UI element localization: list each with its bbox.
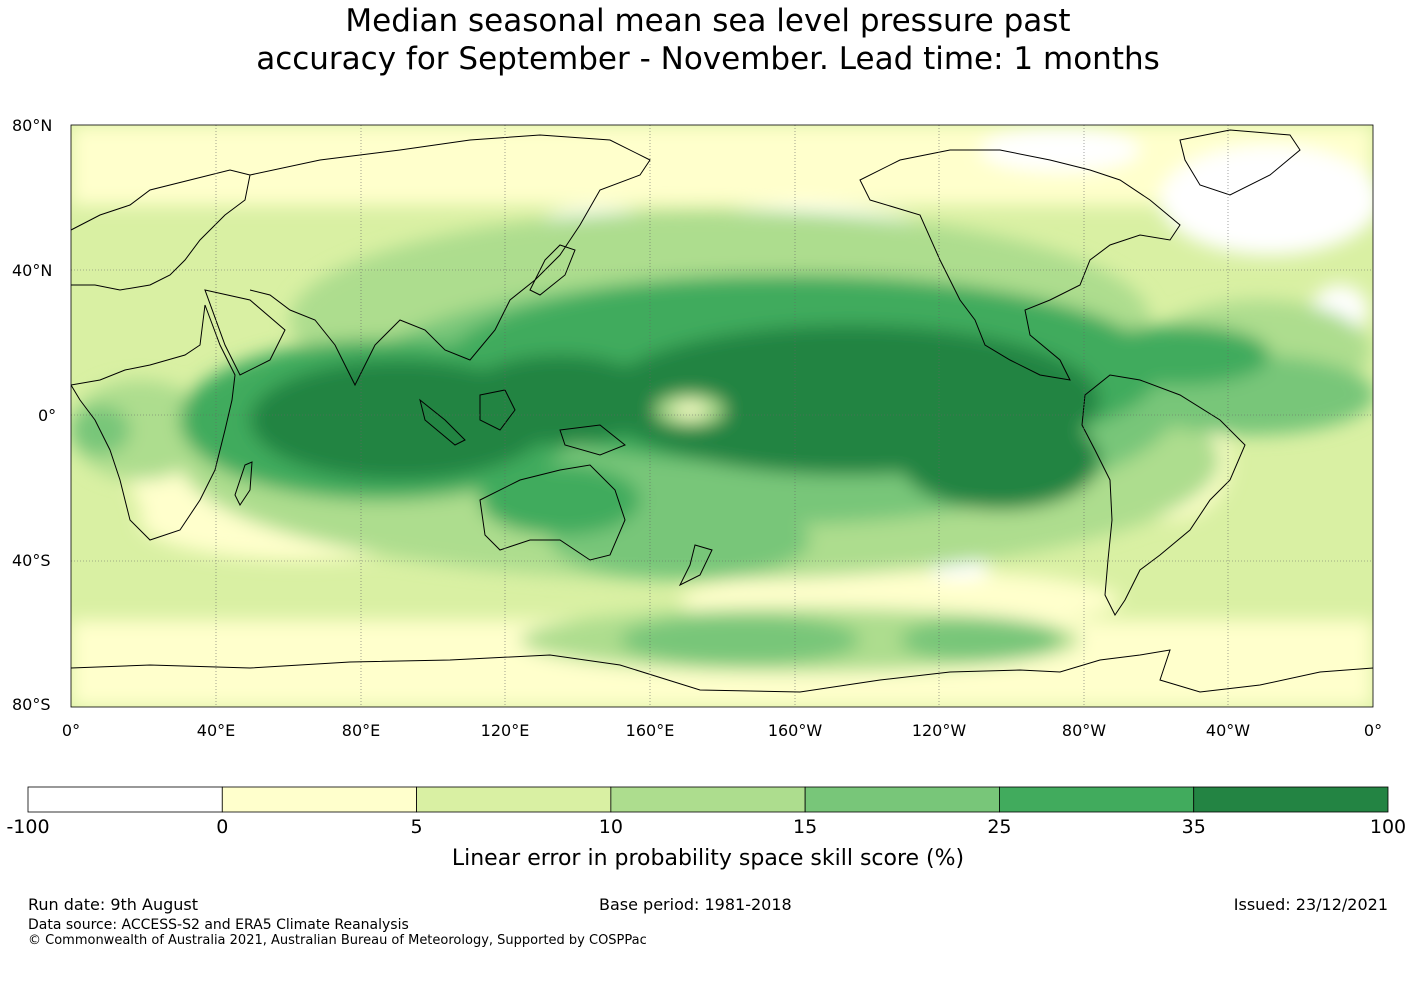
- colorbar-label: Linear error in probability space skill …: [451, 846, 965, 871]
- base-period: Base period: 1981-2018: [599, 895, 792, 914]
- lat-tick-80n: 80°N: [12, 116, 52, 135]
- copyright-notice: © Commonwealth of Australia 2021, Austra…: [28, 933, 647, 948]
- lon-tick-120e: 120°E: [481, 721, 530, 740]
- skill-score-field: [71, 125, 1373, 707]
- lon-tick-160e: 160°E: [626, 721, 675, 740]
- coastline-sumatra: [419, 398, 466, 446]
- coastline-newguinea: [559, 424, 626, 456]
- colorbar-segment-1: [221, 786, 417, 813]
- colorbar-segment-5: [999, 786, 1195, 813]
- colorbar-segment-2: [416, 786, 612, 813]
- colorbar-tick-2: 5: [410, 816, 423, 838]
- coastline-greenland: [1179, 129, 1301, 196]
- coastline-australia: [479, 464, 626, 561]
- coastline-europe: [71, 169, 251, 291]
- coastline-africa: [71, 304, 236, 541]
- coastline-madagascar: [234, 461, 253, 506]
- map-title: Median seasonal mean sea level pressure …: [0, 2, 1416, 78]
- colorbar-tick-7: 100: [1369, 816, 1407, 838]
- coastline-borneo: [479, 389, 516, 431]
- colorbar-segment-3: [610, 786, 806, 813]
- lon-tick-40w: 40°W: [1206, 721, 1250, 740]
- issued-date: Issued: 23/12/2021: [1233, 895, 1388, 914]
- coastline-japan: [529, 244, 576, 296]
- colorbar-segment-0: [27, 786, 223, 813]
- coastlines: [71, 129, 1373, 693]
- gridlines: [71, 125, 1373, 707]
- lon-axis: 0° 40°E 80°E 120°E 160°E 160°W 120°W 80°…: [62, 721, 1382, 740]
- lon-tick-160w: 160°W: [768, 721, 823, 740]
- colorbar-tick-3: 10: [598, 816, 623, 838]
- coastline-north-america: [859, 149, 1181, 381]
- colorbar-tick-1: 0: [216, 816, 229, 838]
- coastline-arabia: [204, 289, 286, 376]
- lat-tick-40s: 40°S: [12, 551, 51, 570]
- colorbar-segment-6: [1193, 786, 1389, 813]
- map-frame: [70, 124, 1374, 708]
- colorbar: [27, 786, 1389, 813]
- lon-tick-80e: 80°E: [342, 721, 380, 740]
- lon-tick-80w: 80°W: [1062, 721, 1106, 740]
- colorbar-tick-5: 25: [987, 816, 1012, 838]
- colorbar-tick-0: -100: [6, 816, 50, 838]
- colorbar-tick-4: 15: [793, 816, 818, 838]
- colorbar-segment-4: [804, 786, 1000, 813]
- run-date: Run date: 9th August: [28, 895, 198, 914]
- lat-tick-40n: 40°N: [12, 261, 52, 280]
- title-line-1: Median seasonal mean sea level pressure …: [345, 3, 1071, 39]
- coastline-south-america: [1081, 374, 1246, 616]
- coastline-antarctica: [71, 649, 1373, 693]
- coastline-asia: [249, 134, 651, 387]
- lon-tick-0-end: 0°: [1364, 721, 1382, 740]
- data-source: Data source: ACCESS-S2 and ERA5 Climate …: [28, 917, 409, 933]
- coastline-newzealand: [678, 544, 713, 587]
- lon-tick-40e: 40°E: [197, 721, 235, 740]
- colorbar-tick-6: 35: [1181, 816, 1206, 838]
- lat-tick-0: 0°: [38, 406, 56, 425]
- title-line-2: accuracy for September - November. Lead …: [256, 41, 1160, 77]
- lat-axis: 80°N 40°N 0° 40°S 80°S: [12, 116, 56, 714]
- lat-tick-80s: 80°S: [12, 695, 51, 714]
- lon-tick-0: 0°: [62, 721, 80, 740]
- lon-tick-120w: 120°W: [912, 721, 967, 740]
